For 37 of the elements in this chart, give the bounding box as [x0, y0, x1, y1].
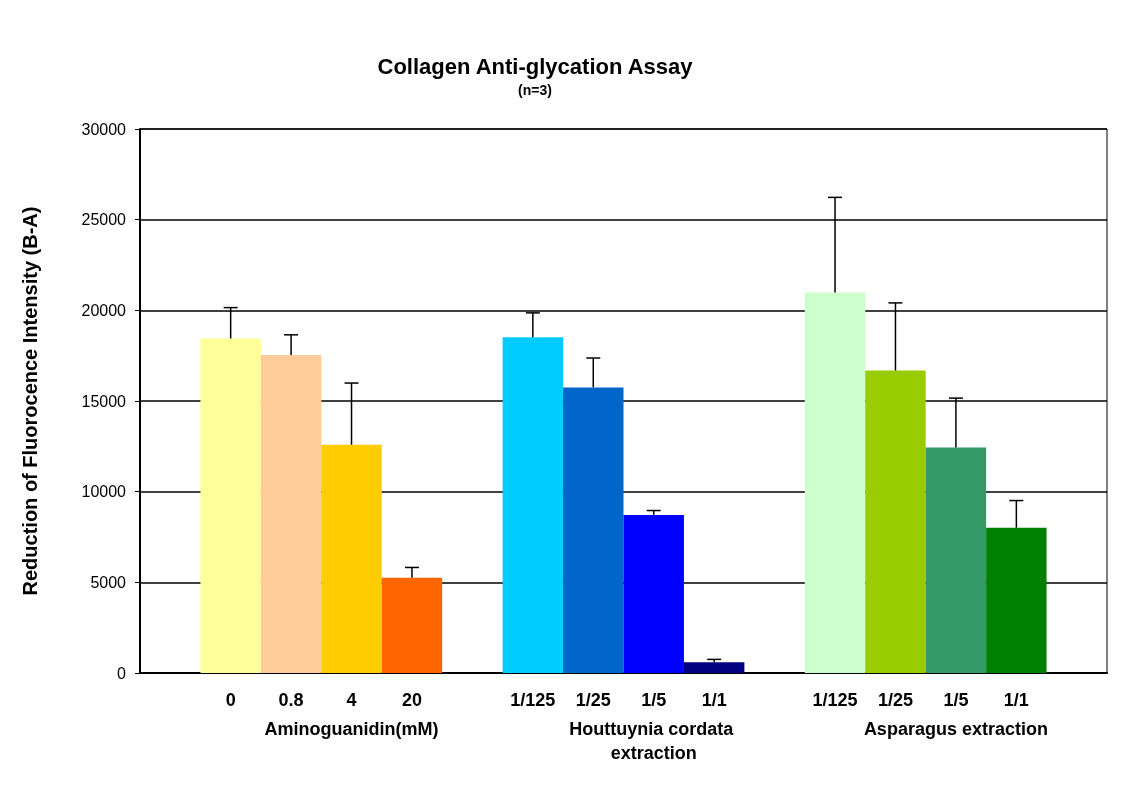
y-tick-label: 25000: [81, 211, 127, 229]
bar: [683, 662, 745, 673]
bar: [865, 370, 926, 673]
x-tick-label: 1/1: [1003, 690, 1029, 710]
y-tick-label: 15000: [81, 392, 127, 410]
x-tick-label: 1/1: [701, 690, 727, 710]
bar: [381, 577, 443, 673]
y-tick-label: 10000: [81, 483, 127, 501]
bar: [563, 387, 624, 673]
bar: [623, 514, 684, 673]
x-tick-label: 1/25: [877, 690, 913, 710]
bar: [502, 337, 564, 673]
x-tick-label: 4: [346, 690, 357, 710]
text: Aminoguanidin(mM): [264, 719, 439, 739]
y-tick-label: 0: [117, 664, 127, 682]
y-tick-label: 30000: [81, 120, 127, 138]
x-tick-label: 0: [225, 690, 236, 710]
x-tick-label: 1/25: [575, 690, 611, 710]
bar: [321, 444, 382, 673]
y-axis-title: Reduction of Fluorocence Intensity (B-A): [19, 206, 41, 596]
x-tick-label: 1/125: [510, 690, 556, 710]
chart-title: Collagen Anti-glycation Assay: [377, 53, 694, 79]
chart-subtitle: (n=3): [518, 82, 552, 98]
bar: [925, 447, 987, 673]
bar: [260, 355, 322, 673]
x-tick-label: 0.8: [278, 690, 304, 710]
y-tick-label: 5000: [90, 573, 127, 591]
text: Asparagus extraction: [863, 719, 1048, 739]
bar: [986, 527, 1047, 673]
bar: [804, 292, 866, 673]
bar: [200, 338, 261, 673]
x-tick-label: 1/5: [641, 690, 667, 710]
text: Houttuynia cordata extraction: [569, 719, 739, 763]
y-tick-label: 20000: [81, 301, 127, 319]
x-tick-label: 1/125: [812, 690, 858, 710]
x-tick-label: 1/5: [943, 690, 969, 710]
x-tick-label: 20: [401, 690, 422, 710]
